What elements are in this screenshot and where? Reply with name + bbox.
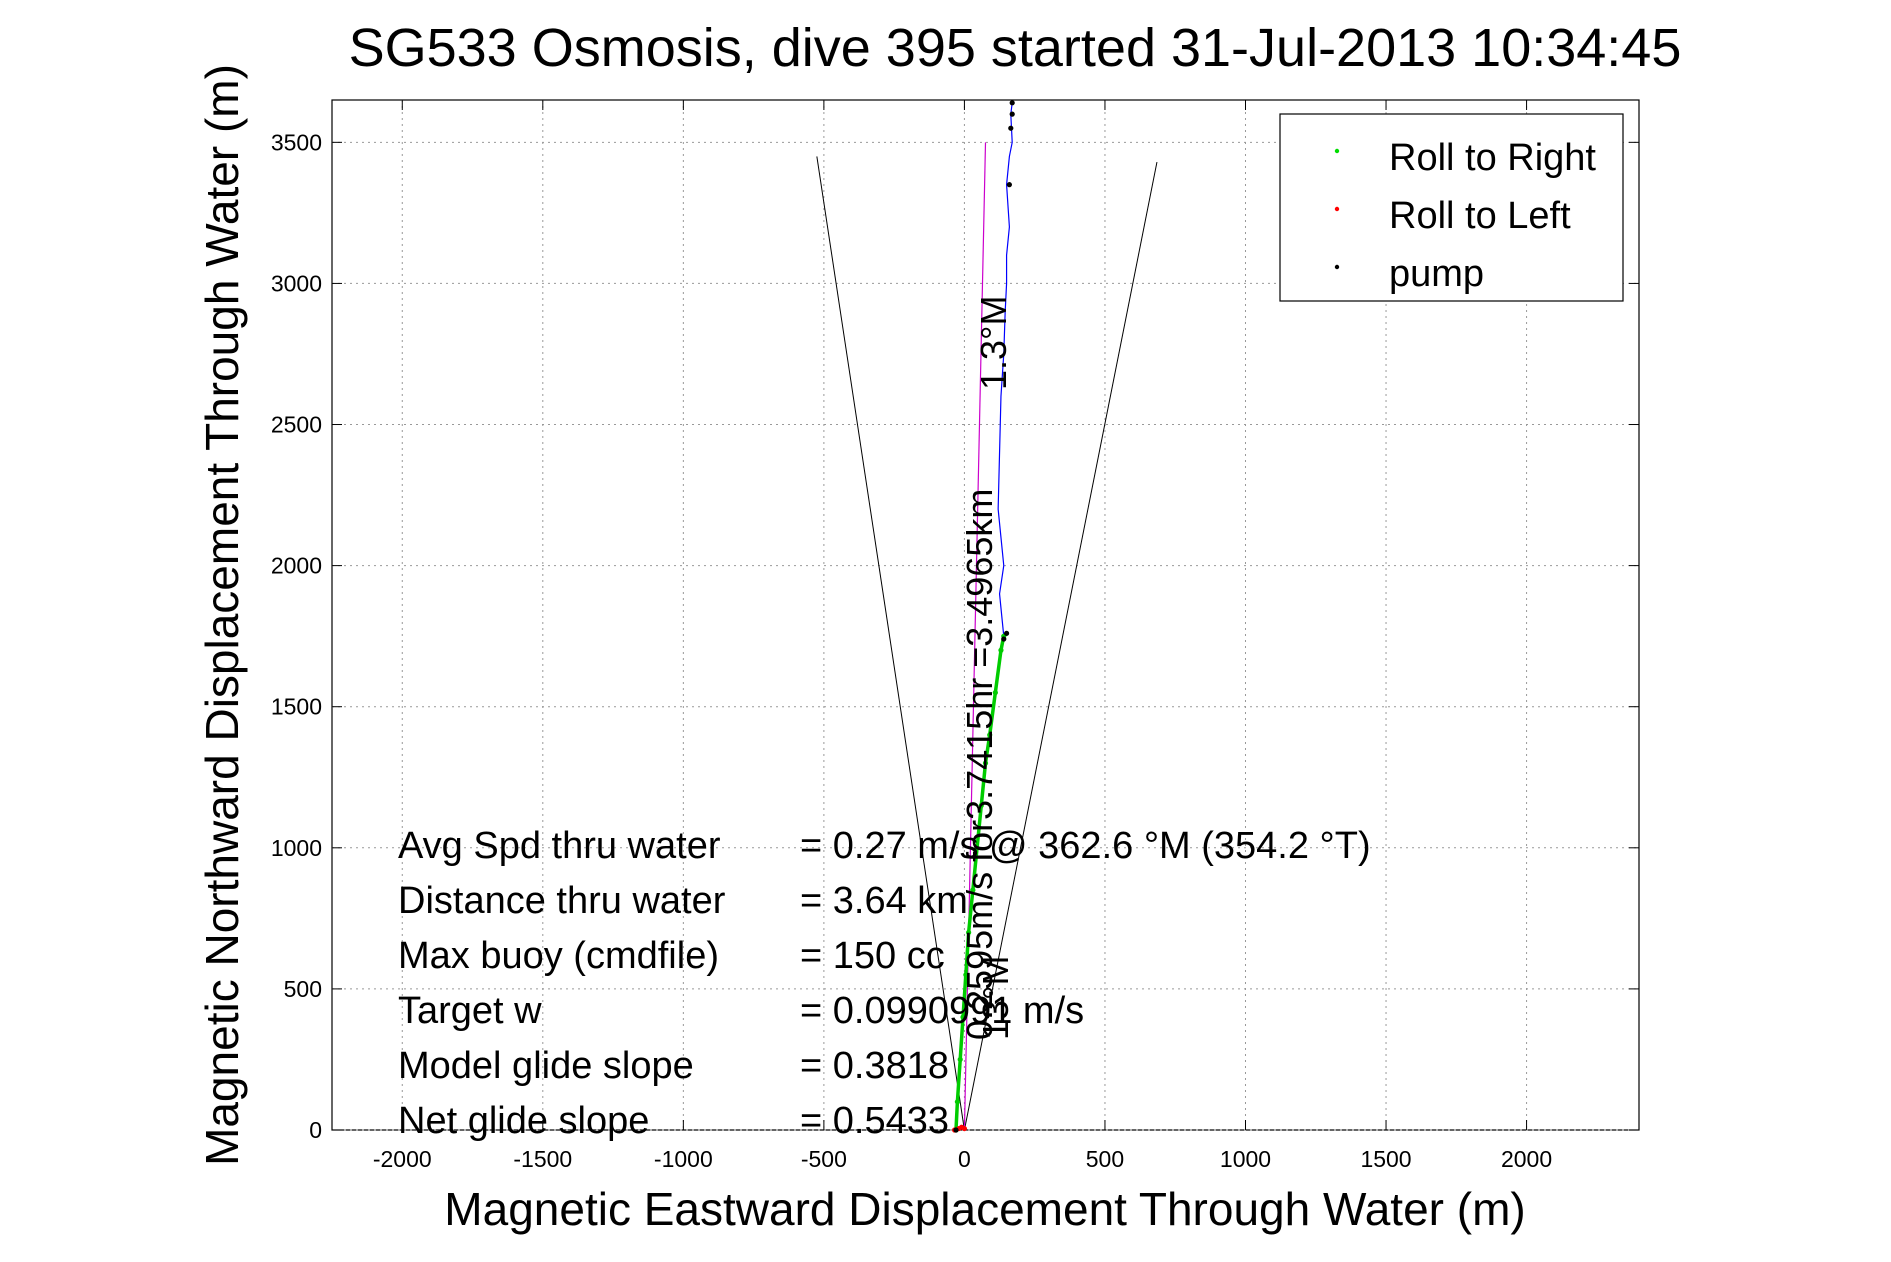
chart-title: SG533 Osmosis, dive 395 started 31-Jul-2… — [349, 18, 1682, 78]
y-tick-label: 2500 — [271, 412, 322, 438]
annotation-label: Avg Spd thru water — [398, 825, 721, 867]
cone-line-right — [963, 161, 1158, 1131]
x-tick-label: 1500 — [1360, 1146, 1411, 1172]
annotation-label: Max buoy (cmdfile) — [398, 935, 719, 977]
x-tick-label: -1000 — [654, 1146, 713, 1172]
legend-label-roll-left: Roll to Left — [1389, 195, 1571, 237]
data-point-roll-to-right — [954, 1099, 960, 1105]
axis-ticks: -2000 -1500 -1000 -500 0 500 1000 1500 2000 0 500 1… — [271, 100, 1639, 1172]
data-point-pump — [1009, 100, 1015, 106]
data-point-pump — [953, 1127, 959, 1133]
grid — [332, 100, 1639, 1131]
annotation-label: Distance thru water — [398, 880, 726, 922]
data-point-pump — [1003, 630, 1010, 636]
x-tick-label: 2000 — [1501, 1146, 1552, 1172]
legend-marker-pump — [1334, 264, 1340, 270]
data-point-pump — [1006, 182, 1012, 188]
series-points — [951, 100, 1015, 1133]
legend-label-pump: pump — [1389, 253, 1484, 295]
annotation-value: = 0.5433 — [800, 1100, 949, 1142]
data-point-roll-to-right — [970, 887, 976, 893]
data-point-roll-to-left — [961, 1125, 968, 1132]
data-point-roll-to-right — [963, 972, 969, 978]
data-point-roll-to-right — [978, 802, 984, 809]
legend: Roll to Right Roll to Left pump — [1279, 113, 1624, 302]
x-tick-label: 0 — [958, 1146, 971, 1172]
series-line-roll-to-right — [954, 635, 1006, 1131]
x-tick-label: -2000 — [373, 1146, 432, 1172]
track-line — [997, 102, 1013, 637]
y-tick-label: 500 — [284, 976, 322, 1002]
annotation-value: = 0.3818 — [800, 1045, 949, 1087]
data-point-roll-to-right — [957, 1056, 963, 1063]
data-point-roll-to-right — [960, 1014, 966, 1020]
annotation-label: Target w — [398, 990, 542, 1032]
data-point-roll-to-right — [992, 690, 998, 696]
annotation-value: = 150 cc — [800, 935, 945, 977]
track-path — [997, 102, 1013, 637]
cone-line-left — [816, 156, 965, 1131]
data-point-roll-to-right — [974, 845, 980, 851]
data-point-roll-to-right — [982, 760, 989, 766]
y-tick-label: 1500 — [271, 694, 322, 720]
y-tick-label: 3500 — [271, 129, 322, 155]
x-tick-label: -500 — [801, 1146, 847, 1172]
annotation-label: Model glide slope — [398, 1045, 694, 1087]
data-point-pump — [1009, 111, 1015, 117]
data-point-roll-to-right — [987, 732, 993, 738]
y-tick-label: 0 — [309, 1117, 322, 1143]
cone-lines — [816, 156, 1158, 1131]
data-point-pump — [1001, 636, 1007, 642]
rotated-label-heading-top: 1.3°M — [973, 296, 1014, 390]
annotations: Avg Spd thru water = 0.27 m/s @ 362.6 °M… — [398, 825, 1371, 1142]
annotation-value: = 3.64 km — [800, 880, 968, 922]
data-point-pump — [1008, 125, 1014, 131]
data-point-roll-to-right — [966, 929, 972, 936]
x-tick-label: -1500 — [513, 1146, 572, 1172]
legend-label-roll-right: Roll to Right — [1389, 137, 1596, 179]
annotation-value: = 0.27 m/s @ 362.6 °M (354.2 °T) — [800, 825, 1371, 867]
y-tick-label: 3000 — [271, 270, 322, 296]
x-tick-label: 1000 — [1220, 1146, 1271, 1172]
annotation-value: = 0.0990991 m/s — [800, 990, 1084, 1032]
legend-marker-roll-left — [1334, 206, 1340, 212]
annotation-label: Net glide slope — [398, 1100, 649, 1142]
x-tick-label: 500 — [1086, 1146, 1124, 1172]
y-tick-label: 2000 — [271, 553, 322, 579]
data-point-roll-to-right — [998, 647, 1004, 653]
y-tick-label: 1000 — [271, 835, 322, 861]
legend-marker-roll-right — [1334, 148, 1340, 154]
rotated-label-heading-bottom: 13°M — [975, 956, 1016, 1040]
x-axis-label: Magnetic Eastward Displacement Through W… — [444, 1183, 1525, 1235]
rotated-label-speed: 0.2595m/s for3.7415hr =3.4965km — [959, 489, 1000, 1040]
y-axis-label: Magnetic Northward Displacement Through … — [196, 64, 248, 1166]
